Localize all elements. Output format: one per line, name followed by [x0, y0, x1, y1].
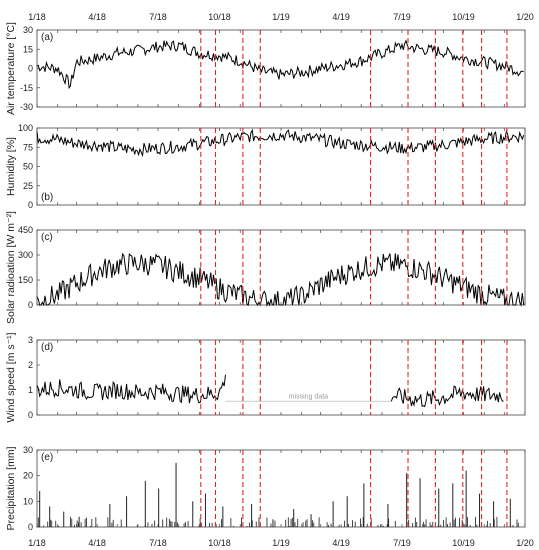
y-tick-label: 150	[18, 275, 33, 285]
y-tick-label: 450	[18, 225, 33, 235]
x-tick-label-top: 4/19	[332, 12, 350, 22]
x-tick-label-bottom: 7/18	[149, 538, 167, 548]
x-tick-label-bottom: 10/18	[208, 538, 231, 548]
panel-precip: 30 20 10 0 Precipitation [mm] (e)	[5, 445, 526, 532]
y-tick-label: 0	[28, 300, 33, 310]
y-tick-label: 2	[28, 360, 33, 370]
x-tick-label-bottom: 4/18	[88, 538, 106, 548]
y-tick-label: 3	[28, 335, 33, 345]
series-line-wind	[36, 374, 226, 404]
panel-wind: 3 2 1 0 Wind speed [m s⁻¹] (d) missing data	[5, 332, 526, 423]
x-tick-label-bottom: 1/18	[28, 538, 46, 548]
panel-letter-precip: (e)	[41, 452, 53, 463]
y-tick-label: 30	[23, 445, 33, 455]
y-axis-label-wind: Wind speed [m s⁻¹]	[5, 332, 17, 422]
y-axis-label-humidity: Humidity [%]	[5, 137, 17, 196]
y-tick-label: 0	[28, 410, 33, 420]
series-line-humidity	[36, 128, 525, 158]
plot-frame	[36, 339, 526, 416]
y-tick-label: 300	[18, 250, 33, 260]
panel-solar: 450 300 150 0 Solar radioation [W m⁻²] (c)	[5, 211, 526, 324]
missing-data-label: missing data	[289, 393, 328, 400]
y-axis-label-air_temp: Air temperature [°C]	[5, 22, 17, 115]
y-axis-label-solar: Solar radioation [W m⁻²]	[5, 211, 17, 324]
x-tick-label-bottom: 1/20	[516, 538, 534, 548]
y-tick-label: -30	[20, 102, 33, 112]
series-line-wind	[390, 385, 504, 408]
y-axis-label-precip: Precipitation [mm]	[5, 446, 17, 530]
plot-frame	[36, 229, 526, 306]
x-tick-label-top: 1/19	[272, 12, 290, 22]
plot-frame	[36, 127, 526, 206]
x-tick-label-top: 7/19	[393, 12, 411, 22]
y-tick-label: 15	[23, 44, 33, 54]
y-tick-label: 100	[18, 123, 33, 133]
panel-letter-air_temp: (a)	[41, 32, 53, 43]
panel-humidity: 100 75 50 25 0 Humidity [%] (b)	[5, 123, 526, 210]
x-tick-label-bottom: 1/19	[272, 538, 290, 548]
x-tick-label-top: 4/18	[88, 12, 106, 22]
x-tick-label-top: 10/18	[208, 12, 231, 22]
y-tick-label: 1	[28, 385, 33, 395]
x-tick-label-top: 1/18	[28, 12, 46, 22]
y-tick-label: 20	[23, 471, 33, 481]
y-tick-label: 75	[23, 142, 33, 152]
y-tick-label: -15	[20, 83, 33, 93]
panel-letter-wind: (d)	[41, 342, 53, 353]
x-tick-label-top: 10/19	[452, 12, 475, 22]
y-tick-label: 10	[23, 496, 33, 506]
plot-frame	[36, 29, 526, 108]
panel-letter-solar: (c)	[41, 232, 53, 243]
y-tick-label: 25	[23, 181, 33, 191]
panel-letter-humidity: (b)	[41, 192, 53, 203]
series-line-solar	[36, 252, 525, 307]
x-tick-label-top: 1/20	[516, 12, 534, 22]
y-tick-label: 0	[28, 200, 33, 210]
x-tick-label-bottom: 10/19	[452, 538, 475, 548]
x-tick-label-bottom: 7/19	[393, 538, 411, 548]
y-tick-label: 30	[23, 25, 33, 35]
x-tick-label-top: 7/18	[149, 12, 167, 22]
series-line-air_temp	[36, 39, 524, 90]
y-tick-label: 0	[28, 522, 33, 532]
y-tick-label: 0	[28, 64, 33, 74]
y-tick-label: 50	[23, 162, 33, 172]
x-tick-label-bottom: 4/19	[332, 538, 350, 548]
